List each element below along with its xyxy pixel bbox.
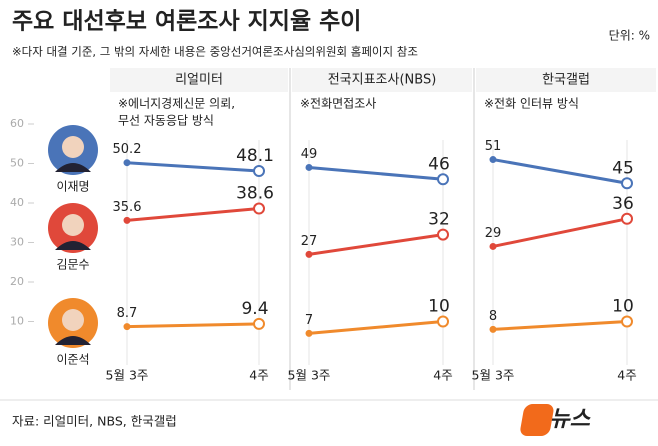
data-point bbox=[123, 323, 131, 331]
y-tick-label: 30 bbox=[10, 236, 24, 249]
value-label: 10 bbox=[428, 297, 450, 317]
logo-badge bbox=[520, 404, 554, 436]
series-line bbox=[126, 161, 260, 173]
data-point bbox=[489, 325, 497, 333]
data-point bbox=[437, 228, 449, 241]
value-label: 38.6 bbox=[236, 184, 274, 204]
logo-text: 뉴스 bbox=[550, 407, 592, 432]
x-tick-label: 5월 3주 bbox=[106, 368, 149, 383]
value-label: 36 bbox=[612, 194, 634, 214]
value-label: 35.6 bbox=[113, 200, 142, 215]
unit-label: 단위: % bbox=[609, 29, 650, 43]
x-tick-label: 5월 3주 bbox=[288, 368, 331, 383]
candidate-suit bbox=[55, 336, 91, 345]
value-label: 51 bbox=[485, 139, 502, 154]
data-point bbox=[621, 315, 633, 328]
data-point bbox=[437, 173, 449, 186]
x-tick-label: 4주 bbox=[617, 368, 636, 383]
series-line bbox=[308, 165, 444, 181]
panel-note: ※에너지경제신문 의뢰, bbox=[118, 97, 235, 111]
value-label: 32 bbox=[428, 210, 450, 230]
legend-label: 김문수 bbox=[56, 258, 89, 272]
data-point bbox=[123, 159, 131, 167]
value-label: 48.1 bbox=[236, 146, 274, 166]
data-point bbox=[253, 202, 265, 215]
data-point bbox=[253, 165, 265, 178]
legend-label: 이준석 bbox=[56, 353, 89, 367]
series-line bbox=[308, 320, 444, 335]
panel-header bbox=[292, 68, 472, 92]
logo: 뉴스 1 bbox=[520, 404, 611, 436]
series-line bbox=[492, 158, 628, 185]
data-point bbox=[489, 242, 497, 250]
y-tick-label: 20 bbox=[10, 275, 24, 288]
y-tick-label: 10 bbox=[10, 315, 24, 328]
value-label: 8 bbox=[489, 309, 497, 324]
value-label: 46 bbox=[428, 154, 450, 174]
logo-number: 1 bbox=[595, 408, 610, 433]
value-label: 49 bbox=[301, 147, 318, 162]
value-label: 27 bbox=[301, 234, 318, 249]
candidate-face bbox=[62, 309, 84, 331]
data-point bbox=[123, 216, 131, 224]
panel-title: 한국갤럽 bbox=[542, 73, 590, 88]
candidate-face bbox=[62, 136, 84, 158]
series-line bbox=[126, 207, 260, 222]
data-point bbox=[489, 156, 497, 164]
value-label: 29 bbox=[485, 226, 502, 241]
value-label: 45 bbox=[612, 158, 634, 178]
x-tick-label: 4주 bbox=[249, 368, 268, 383]
x-tick-label: 5월 3주 bbox=[472, 368, 515, 383]
y-tick-label: 60 bbox=[10, 117, 24, 130]
source: 자료: 리얼미터, NBS, 한국갤럽 bbox=[12, 414, 177, 429]
panel-note: ※전화면접조사 bbox=[300, 97, 376, 111]
panel-title: 리얼미터 bbox=[175, 73, 223, 88]
series-line bbox=[492, 217, 628, 248]
chart-subtitle: ※다자 대결 기준, 그 밖의 자세한 내용은 중앙선거여론조사심의위원회 홈페… bbox=[12, 45, 418, 59]
candidate-suit bbox=[55, 163, 91, 172]
candidate-face bbox=[62, 214, 84, 236]
data-point bbox=[305, 329, 313, 337]
panel-note: ※전화 인터뷰 방식 bbox=[484, 97, 579, 111]
chart-title: 주요 대선후보 여론조사 지지율 추이 bbox=[12, 9, 361, 35]
panel-title: 전국지표조사(NBS) bbox=[328, 73, 437, 88]
value-label: 7 bbox=[305, 313, 313, 328]
panel-header bbox=[110, 68, 288, 92]
series-line bbox=[492, 320, 628, 331]
data-point bbox=[305, 250, 313, 258]
series-line bbox=[308, 233, 444, 256]
panel-header bbox=[476, 68, 656, 92]
value-label: 8.7 bbox=[117, 306, 138, 321]
panel-note: 무선 자동응답 방식 bbox=[118, 114, 214, 128]
data-point bbox=[305, 163, 313, 171]
data-point bbox=[621, 177, 633, 190]
y-tick-label: 50 bbox=[10, 157, 24, 170]
data-point bbox=[253, 317, 265, 330]
y-tick-label: 40 bbox=[10, 196, 24, 209]
legend-label: 이재명 bbox=[56, 180, 89, 194]
series-line bbox=[126, 322, 260, 329]
data-point bbox=[437, 315, 449, 328]
value-label: 10 bbox=[612, 297, 634, 317]
candidate-suit bbox=[55, 241, 91, 250]
x-tick-label: 4주 bbox=[433, 368, 452, 383]
value-label: 50.2 bbox=[113, 142, 142, 157]
data-point bbox=[621, 212, 633, 225]
value-label: 9.4 bbox=[241, 299, 268, 319]
